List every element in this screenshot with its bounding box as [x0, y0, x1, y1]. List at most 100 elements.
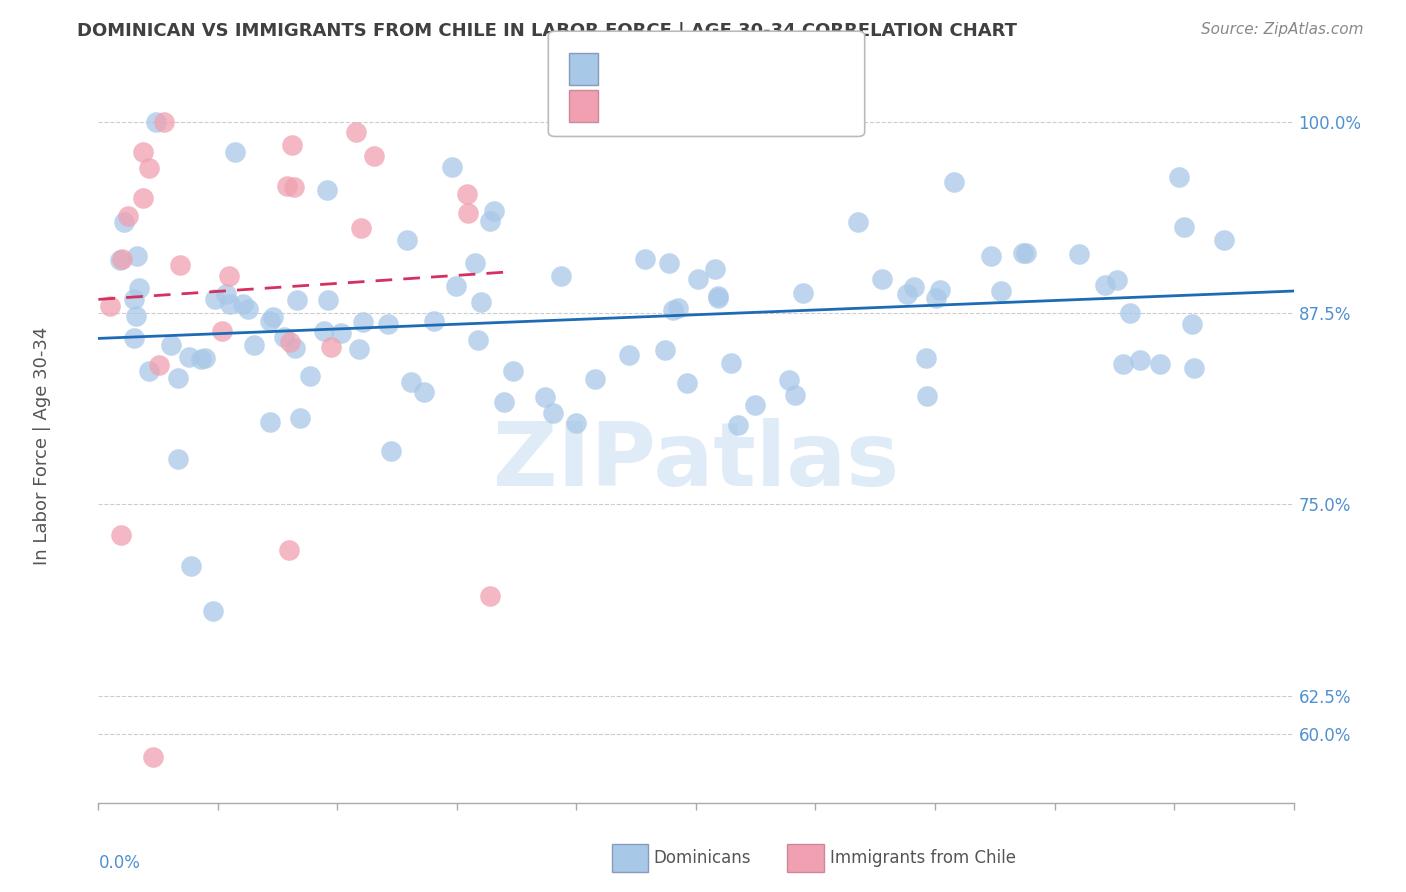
Point: [211, 324, 233, 338]
Text: 0.0%: 0.0%: [98, 854, 141, 871]
Point: [1011, 245, 1033, 260]
Point: [658, 256, 681, 270]
Point: [148, 358, 170, 372]
Point: [990, 284, 1012, 298]
Point: [707, 289, 730, 303]
Point: [661, 303, 683, 318]
Point: [470, 295, 492, 310]
Point: [896, 287, 918, 301]
Point: [444, 278, 467, 293]
Point: [159, 338, 181, 352]
Point: [456, 187, 478, 202]
Point: [479, 214, 502, 228]
Point: [783, 388, 806, 402]
Point: [792, 285, 814, 300]
Point: [1094, 277, 1116, 292]
Point: [744, 398, 766, 412]
Point: [218, 268, 240, 283]
Point: [377, 318, 399, 332]
Point: [399, 376, 422, 390]
Point: [666, 301, 689, 315]
Point: [122, 331, 145, 345]
Point: [1111, 357, 1133, 371]
Point: [238, 302, 260, 317]
Text: R =: R =: [606, 97, 643, 115]
Point: [281, 137, 304, 152]
Point: [138, 161, 160, 175]
Point: [299, 368, 322, 383]
Point: [167, 452, 190, 467]
Point: [259, 314, 281, 328]
Point: [190, 351, 212, 366]
Point: [422, 314, 444, 328]
Point: [534, 390, 557, 404]
Point: [1105, 273, 1128, 287]
Text: Dominicans: Dominicans: [654, 849, 751, 867]
Point: [215, 287, 238, 301]
Point: [180, 558, 202, 573]
Point: [924, 291, 946, 305]
Point: [980, 249, 1002, 263]
Point: [870, 272, 893, 286]
Point: [380, 444, 402, 458]
Point: [117, 209, 139, 223]
Point: [484, 203, 506, 218]
Point: [132, 191, 155, 205]
Point: [122, 292, 145, 306]
Point: [942, 175, 965, 189]
Text: R =: R =: [606, 60, 643, 78]
Point: [262, 310, 284, 324]
Point: [457, 206, 479, 220]
Point: [1173, 220, 1195, 235]
Point: [1213, 233, 1236, 247]
Point: [502, 364, 524, 378]
Point: [280, 335, 302, 350]
Point: [321, 340, 343, 354]
Text: N =: N =: [682, 60, 718, 78]
Point: [396, 233, 419, 247]
Point: [634, 252, 657, 267]
Point: [441, 161, 464, 175]
Point: [1168, 169, 1191, 184]
Point: [125, 310, 148, 324]
Point: [654, 343, 676, 357]
Point: [169, 259, 191, 273]
Point: [1015, 246, 1038, 260]
Point: [232, 296, 254, 310]
Text: In Labor Force | Age 30-34: In Labor Force | Age 30-34: [34, 326, 51, 566]
Point: [142, 750, 165, 764]
Text: 0.060: 0.060: [637, 60, 693, 78]
Point: [1067, 247, 1090, 261]
Point: [167, 371, 190, 385]
Text: 25: 25: [714, 97, 740, 115]
Point: [778, 373, 800, 387]
Point: [541, 406, 564, 420]
Point: [138, 364, 160, 378]
Point: [110, 528, 132, 542]
Point: [478, 589, 501, 603]
Point: [704, 262, 727, 277]
Point: [903, 280, 925, 294]
Point: [617, 348, 640, 362]
Point: [1129, 352, 1152, 367]
Point: [720, 356, 742, 370]
Point: [242, 338, 264, 352]
Point: [1182, 361, 1205, 376]
Point: [273, 330, 295, 344]
Point: [565, 416, 588, 430]
Text: 0.198: 0.198: [637, 97, 695, 115]
Point: [363, 149, 385, 163]
Point: [224, 145, 246, 159]
Point: [686, 271, 709, 285]
Point: [111, 252, 134, 267]
Point: [1119, 306, 1142, 320]
Point: [492, 395, 515, 409]
Point: [352, 314, 374, 328]
Point: [915, 351, 938, 365]
Point: [276, 179, 298, 194]
Point: [846, 215, 869, 229]
Point: [283, 180, 305, 194]
Point: [1181, 317, 1204, 331]
Text: N =: N =: [682, 97, 718, 115]
Point: [550, 269, 572, 284]
